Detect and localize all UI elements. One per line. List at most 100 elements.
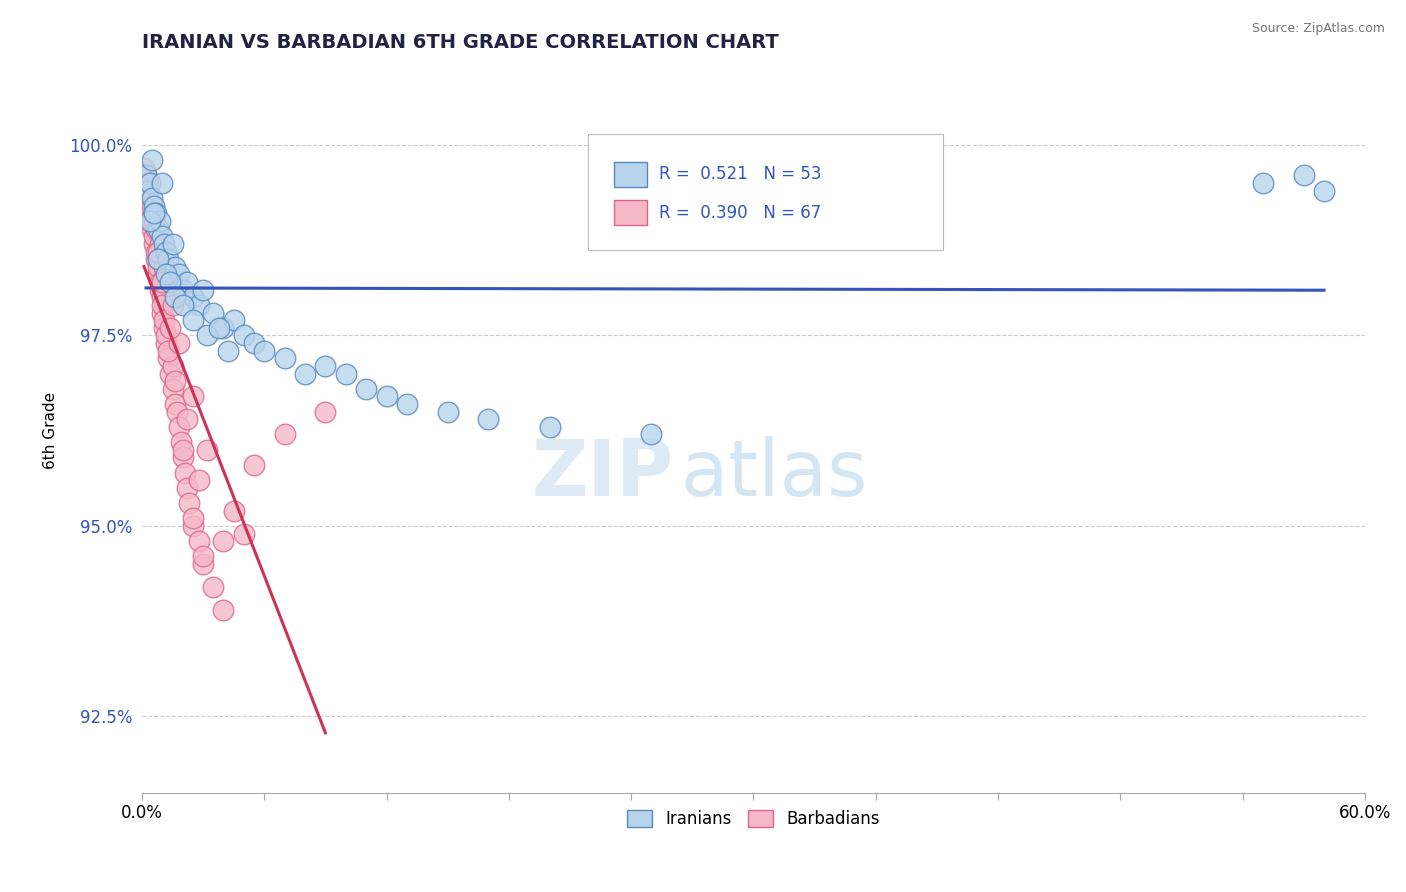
Point <box>191 283 214 297</box>
Point <box>135 169 157 183</box>
Point <box>157 252 180 267</box>
Point <box>188 534 211 549</box>
Point <box>141 199 163 213</box>
Legend: Iranians, Barbadians: Iranians, Barbadians <box>620 804 887 835</box>
Point <box>176 275 198 289</box>
Point <box>162 236 184 251</box>
FancyBboxPatch shape <box>588 134 943 250</box>
Point <box>139 214 162 228</box>
Point <box>181 519 204 533</box>
Point <box>148 252 170 267</box>
Point <box>153 313 176 327</box>
Point <box>640 427 662 442</box>
Point <box>141 191 163 205</box>
Point <box>163 374 186 388</box>
Point <box>243 336 266 351</box>
Point <box>157 343 180 358</box>
Point <box>172 283 194 297</box>
Point <box>170 435 193 450</box>
Point <box>143 236 166 251</box>
Point <box>145 221 167 235</box>
Point <box>145 206 167 220</box>
Point <box>162 298 184 312</box>
Point <box>1292 169 1315 183</box>
Point <box>172 442 194 457</box>
Point <box>195 328 218 343</box>
FancyBboxPatch shape <box>614 201 647 225</box>
Point <box>162 359 184 373</box>
Point <box>132 161 155 175</box>
Point <box>181 511 204 525</box>
Point <box>141 214 163 228</box>
Point <box>167 268 190 282</box>
Point <box>191 549 214 564</box>
Point <box>136 184 159 198</box>
Point <box>145 244 167 259</box>
Point <box>143 199 166 213</box>
Text: R =  0.521   N = 53: R = 0.521 N = 53 <box>659 165 821 184</box>
Point <box>222 504 245 518</box>
Point <box>395 397 418 411</box>
Y-axis label: 6th Grade: 6th Grade <box>44 392 58 469</box>
Point <box>155 244 177 259</box>
Point <box>173 466 195 480</box>
Text: atlas: atlas <box>681 436 868 512</box>
Point <box>167 336 190 351</box>
Point <box>143 206 166 220</box>
Point <box>1251 176 1274 190</box>
Point <box>176 481 198 495</box>
Point <box>163 290 186 304</box>
Point <box>188 473 211 487</box>
Point <box>212 534 235 549</box>
Point <box>232 328 254 343</box>
Point <box>172 298 194 312</box>
Point <box>222 313 245 327</box>
Point <box>162 382 184 396</box>
Point <box>273 427 295 442</box>
Point <box>149 236 172 251</box>
Point <box>208 320 231 334</box>
Point <box>172 450 194 465</box>
Point <box>157 351 180 366</box>
Point <box>163 260 186 274</box>
Point <box>538 420 561 434</box>
Point <box>243 458 266 472</box>
Point <box>143 229 166 244</box>
Point <box>181 389 204 403</box>
Point <box>163 397 186 411</box>
Point <box>155 328 177 343</box>
Point <box>477 412 499 426</box>
Point <box>148 260 170 274</box>
Point <box>159 367 181 381</box>
Point <box>150 229 173 244</box>
Point <box>148 244 170 259</box>
Point <box>181 313 204 327</box>
Point <box>155 336 177 351</box>
Point <box>141 221 163 235</box>
Point <box>191 557 214 571</box>
Point <box>135 176 157 190</box>
Point <box>153 260 176 274</box>
Point <box>141 153 163 168</box>
Point <box>139 199 162 213</box>
Point <box>273 351 295 366</box>
Point <box>177 496 200 510</box>
Point <box>150 176 173 190</box>
Point <box>166 404 188 418</box>
Point <box>148 221 170 235</box>
Point <box>202 580 225 594</box>
Point <box>212 320 235 334</box>
Point <box>150 298 173 312</box>
Point <box>155 268 177 282</box>
Point <box>375 389 398 403</box>
Point <box>139 206 162 220</box>
Point <box>136 184 159 198</box>
Point <box>181 290 204 304</box>
Point <box>195 442 218 457</box>
Point <box>145 252 167 267</box>
Point <box>314 404 336 418</box>
Point <box>150 305 173 319</box>
Text: R =  0.390   N = 67: R = 0.390 N = 67 <box>659 203 821 222</box>
Point <box>143 214 166 228</box>
Point <box>212 603 235 617</box>
